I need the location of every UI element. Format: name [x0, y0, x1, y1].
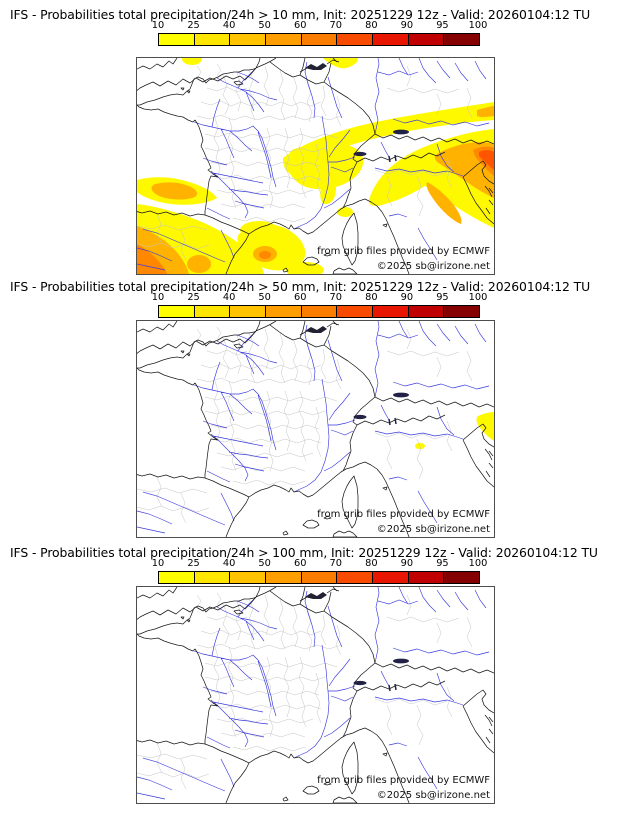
colorbar-segment — [337, 306, 374, 317]
colorbar-segment — [230, 306, 267, 317]
colorbar-tick-label: 100 — [468, 20, 488, 31]
basemap-3 — [137, 587, 494, 803]
colorbar-tick-label: 40 — [222, 292, 236, 303]
colorbar-tick-label: 100 — [468, 292, 488, 303]
colorbar-tick-label: 70 — [329, 20, 342, 31]
colorbar-segment — [444, 34, 480, 45]
colorbar-tick-label: 25 — [187, 20, 200, 31]
colorbar-segment — [194, 34, 231, 45]
map-3-svg — [137, 587, 494, 803]
colorbar-tick-label: 70 — [329, 558, 342, 569]
colorbar-tick-label: 10 — [151, 558, 165, 569]
copyright-text: ©2025 sb@irizone.net — [376, 790, 490, 801]
colorbar-2-ticks: 10 25 40 50 60 70 80 90 95 100 — [152, 292, 488, 303]
colorbar-segment — [373, 572, 409, 583]
colorbar-segment — [159, 572, 195, 583]
colorbar-3-ticks: 10 25 40 50 60 70 80 90 95 100 — [152, 558, 488, 569]
colorbar-segment — [373, 306, 409, 317]
basemap-2 — [137, 321, 494, 537]
colorbar-segment — [301, 34, 338, 45]
colorbar-segment — [194, 572, 231, 583]
copyright-text: ©2025 sb@irizone.net — [376, 261, 490, 272]
colorbar-tick-label: 90 — [400, 292, 414, 303]
colorbar-tick-label: 50 — [258, 558, 271, 569]
probability-shading-10mm — [137, 58, 494, 274]
colorbar-tick-label: 100 — [468, 558, 488, 569]
colorbar-tick-label: 60 — [293, 292, 307, 303]
colorbar-segment — [266, 306, 302, 317]
colorbar-tick-label: 80 — [365, 292, 378, 303]
colorbar-tick-label: 80 — [365, 20, 378, 31]
colorbar-tick-label: 25 — [187, 292, 200, 303]
panel-2-title: IFS - Probabilities total precipitation/… — [10, 279, 591, 294]
ecmwf-attribution: from grib files provided by ECMWF — [317, 509, 490, 520]
colorbar-tick-label: 90 — [400, 558, 414, 569]
colorbar-tick-label: 40 — [222, 558, 236, 569]
colorbar-tick-label: 50 — [258, 20, 271, 31]
colorbar-segment — [194, 306, 231, 317]
colorbar-tick-label: 60 — [293, 558, 307, 569]
colorbar-1-ticks: 10 25 40 50 60 70 80 90 95 100 — [152, 20, 488, 31]
ecmwf-attribution: from grib files provided by ECMWF — [317, 246, 490, 257]
colorbar-tick-label: 10 — [151, 20, 165, 31]
colorbar-tick-label: 95 — [436, 20, 449, 31]
colorbar-3 — [158, 571, 480, 584]
panel-1-title: IFS - Probabilities total precipitation/… — [10, 7, 591, 22]
colorbar-2 — [158, 305, 480, 318]
colorbar-segment — [337, 572, 374, 583]
colorbar-tick-label: 25 — [187, 558, 200, 569]
copyright-text: ©2025 sb@irizone.net — [376, 524, 490, 535]
colorbar-segment — [444, 306, 480, 317]
map-2-svg — [137, 321, 494, 537]
colorbar-segment — [301, 572, 338, 583]
colorbar-segment — [408, 306, 445, 317]
colorbar-tick-label: 50 — [258, 292, 271, 303]
panel-3-title: IFS - Probabilities total precipitation/… — [10, 545, 598, 560]
colorbar-tick-label: 95 — [436, 558, 449, 569]
colorbar-segment — [159, 306, 195, 317]
colorbar-segment — [266, 572, 302, 583]
colorbar-tick-label: 95 — [436, 292, 449, 303]
colorbar-tick-label: 70 — [329, 292, 342, 303]
colorbar-segment — [373, 34, 409, 45]
colorbar-1 — [158, 33, 480, 46]
ecmwf-attribution: from grib files provided by ECMWF — [317, 775, 490, 786]
colorbar-segment — [266, 34, 302, 45]
colorbar-segment — [408, 34, 445, 45]
map-precip-gt-100mm: from grib files provided by ECMWF ©2025 … — [136, 586, 495, 804]
colorbar-tick-label: 60 — [293, 20, 307, 31]
colorbar-tick-label: 40 — [222, 20, 236, 31]
colorbar-tick-label: 10 — [151, 292, 165, 303]
colorbar-segment — [408, 572, 445, 583]
map-precip-gt-50mm: from grib files provided by ECMWF ©2025 … — [136, 320, 495, 538]
colorbar-segment — [159, 34, 195, 45]
colorbar-tick-label: 90 — [400, 20, 414, 31]
colorbar-segment — [230, 34, 267, 45]
colorbar-segment — [230, 572, 267, 583]
colorbar-tick-label: 80 — [365, 558, 378, 569]
colorbar-segment — [301, 306, 338, 317]
colorbar-segment — [337, 34, 374, 45]
map-precip-gt-10mm: from grib files provided by ECMWF ©2025 … — [136, 57, 495, 275]
colorbar-segment — [444, 572, 480, 583]
map-1-svg — [137, 58, 494, 274]
